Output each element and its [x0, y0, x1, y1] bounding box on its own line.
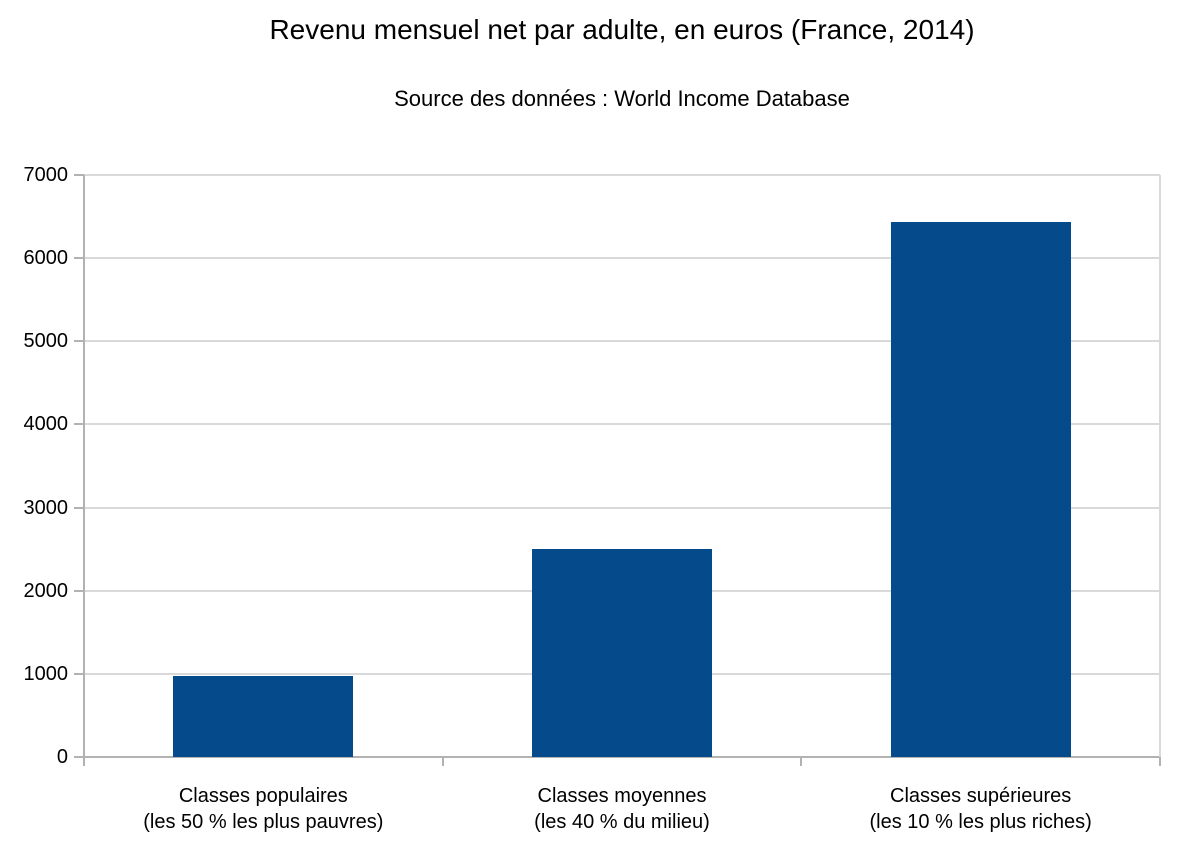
y-axis-tick-label: 1000 — [23, 662, 69, 685]
y-axis-tick — [74, 174, 84, 176]
y-axis-tick-label: 6000 — [23, 247, 69, 270]
y-axis-tick — [74, 257, 84, 260]
y-axis-tick — [74, 506, 84, 509]
y-gridline — [84, 506, 1160, 509]
y-gridline — [84, 423, 1160, 426]
bar — [532, 549, 712, 757]
y-axis-tick — [74, 672, 84, 675]
x-axis-tick — [800, 757, 803, 766]
x-axis-category-label: Classes populaires (les 50 % les plus pau… — [84, 783, 443, 835]
y-axis-tick — [74, 340, 84, 343]
chart-title: Revenu mensuel net par adulte, en euros … — [269, 14, 975, 45]
bar — [890, 222, 1071, 757]
y-axis-tick — [74, 756, 84, 758]
y-gridline — [84, 257, 1160, 260]
y-axis-tick-label: 5000 — [23, 330, 69, 353]
x-axis-category-label: Classes supérieures (les 10 % les plus ri… — [801, 783, 1160, 835]
x-axis-line — [84, 756, 1160, 758]
y-axis-tick — [74, 589, 84, 592]
y-gridline — [84, 340, 1160, 343]
y-axis-tick-label: 0 — [56, 746, 68, 768]
category-detail: (les 10 % les plus riches) — [869, 811, 1092, 833]
bar — [173, 675, 354, 757]
y-gridline — [84, 174, 1160, 176]
y-axis-line — [83, 175, 85, 765]
category-detail: (les 40 % du milieu) — [534, 811, 710, 833]
category-detail: (les 50 % les plus pauvres) — [143, 811, 384, 833]
x-axis-tick — [83, 757, 85, 766]
y-axis-tick-label: 3000 — [23, 496, 69, 519]
category-name: Classes moyennes — [537, 785, 707, 807]
x-axis-tick — [441, 757, 444, 766]
y-axis-tick-label: 7000 — [23, 164, 69, 186]
plot-right-border — [1159, 175, 1161, 757]
y-axis-tick — [74, 423, 84, 426]
y-axis-tick-label: 4000 — [23, 413, 69, 436]
x-axis-tick — [1159, 757, 1161, 766]
x-axis-category-label: Classes moyennes (les 40 % du milieu) — [443, 783, 802, 835]
category-name: Classes populaires — [178, 785, 348, 807]
y-axis-tick-label: 2000 — [23, 579, 69, 602]
category-name: Classes supérieures — [890, 785, 1072, 807]
chart-subtitle: Source des données : World Income Databa… — [394, 86, 850, 111]
